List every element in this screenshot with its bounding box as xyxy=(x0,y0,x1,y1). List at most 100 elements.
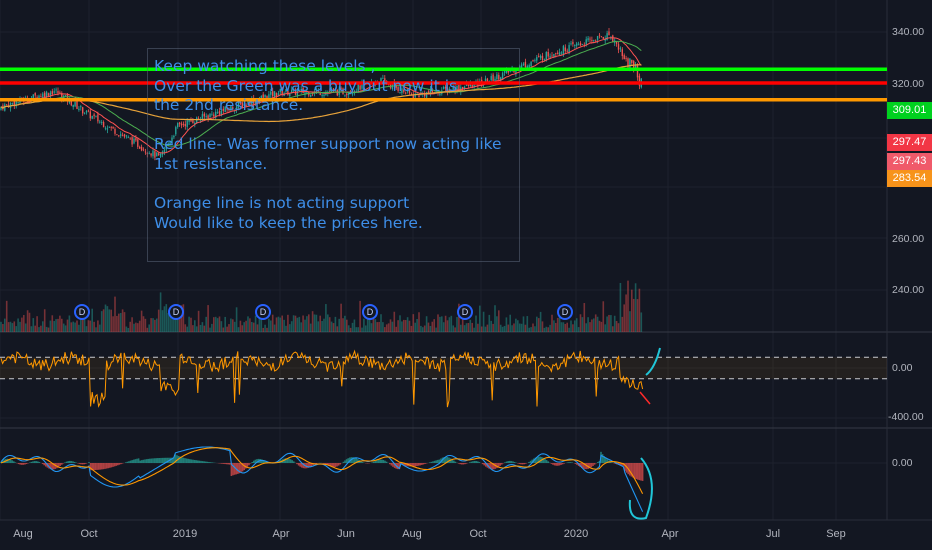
volume-bar xyxy=(391,321,394,332)
volume-bar xyxy=(598,320,601,332)
macd-histogram-bar xyxy=(339,463,341,465)
x-tick-label: Apr xyxy=(661,528,679,540)
candle xyxy=(281,88,283,95)
macd-histogram-bar xyxy=(462,463,465,465)
macd-histogram-bar xyxy=(385,461,388,463)
macd-histogram-bar xyxy=(126,461,129,463)
volume-bar xyxy=(555,322,557,332)
price-label: 297.47 xyxy=(887,134,932,151)
candle xyxy=(99,121,101,123)
candle xyxy=(500,77,502,81)
candle xyxy=(528,65,530,68)
volume-bar xyxy=(313,314,316,332)
macd-histogram-bar xyxy=(638,463,641,481)
volume-bar xyxy=(444,315,447,332)
macd-histogram-bar xyxy=(262,460,265,463)
candle xyxy=(203,113,205,117)
note-box[interactable]: Keep watching these levels , Over the Gr… xyxy=(147,48,520,262)
volume-bar xyxy=(237,327,240,332)
macd-histogram-bar xyxy=(120,463,122,465)
candle xyxy=(424,92,426,97)
volume-bar xyxy=(496,316,498,332)
volume-bar xyxy=(406,317,409,332)
candle xyxy=(332,88,335,91)
volume-bar xyxy=(289,324,291,332)
macd-histogram-bar xyxy=(221,463,223,464)
macd-histogram-bar xyxy=(22,463,25,465)
candle xyxy=(619,48,622,50)
candle xyxy=(154,151,156,158)
volume-bar xyxy=(302,315,304,332)
candle xyxy=(211,113,213,115)
candle xyxy=(222,108,224,111)
volume-bar xyxy=(43,309,46,332)
macd-histogram-bar xyxy=(601,454,604,463)
volume-bar xyxy=(547,327,549,332)
candle xyxy=(562,45,565,55)
candle xyxy=(536,57,538,61)
candle xyxy=(557,52,559,55)
macd-histogram-bar xyxy=(289,459,292,463)
volume-bar xyxy=(203,325,206,332)
macd-histogram-bar xyxy=(373,461,375,463)
macd-histogram-bar xyxy=(121,463,124,464)
macd-histogram-bar xyxy=(469,462,471,463)
volume-bar xyxy=(5,300,8,332)
volume-bar xyxy=(543,327,546,332)
volume-bar xyxy=(503,325,506,332)
macd-histogram-bar xyxy=(325,463,327,465)
candle xyxy=(57,91,59,94)
volume-bar xyxy=(452,325,454,332)
macd-histogram-bar xyxy=(470,461,473,463)
macd-histogram-bar xyxy=(32,461,34,463)
volume-bar xyxy=(121,309,124,332)
candle xyxy=(177,123,179,127)
macd-histogram-bar xyxy=(198,460,201,463)
macd-histogram-bar xyxy=(224,463,226,465)
macd-histogram-bar xyxy=(245,463,247,469)
macd-histogram-bar xyxy=(158,457,161,463)
candle xyxy=(34,93,36,96)
candle xyxy=(323,94,325,96)
volume-bar xyxy=(501,326,504,332)
oscillator-panel xyxy=(0,349,887,408)
y-tick-label: 260.00 xyxy=(892,233,925,245)
candle xyxy=(279,88,281,92)
volume-bar xyxy=(129,321,131,332)
macd-histogram-bar xyxy=(78,463,81,464)
volume-bar xyxy=(395,326,397,332)
candle xyxy=(165,145,167,150)
macd-histogram-bar xyxy=(305,463,308,469)
dividend-marker: D xyxy=(255,304,271,320)
macd-histogram-bar xyxy=(629,463,631,476)
volume-bar xyxy=(28,312,31,332)
macd-histogram-bar xyxy=(253,460,255,463)
volume-bar xyxy=(325,304,327,332)
candle xyxy=(471,84,473,89)
macd-histogram-bar xyxy=(453,460,455,463)
macd-histogram-bar xyxy=(161,457,164,463)
candle xyxy=(568,45,570,54)
volume-bar xyxy=(631,289,633,332)
candle xyxy=(342,88,344,95)
volume-bar xyxy=(327,314,329,332)
candle xyxy=(593,40,595,41)
volume-bar xyxy=(192,325,194,332)
macd-histogram-bar xyxy=(49,463,52,470)
volume-bar xyxy=(157,309,160,332)
candle xyxy=(361,82,363,89)
macd-histogram-bar xyxy=(445,456,447,463)
macd-histogram-bar xyxy=(574,463,577,464)
candle xyxy=(598,34,601,36)
dividend-marker: D xyxy=(168,304,184,320)
candle xyxy=(395,84,397,88)
candle xyxy=(579,43,582,46)
candle xyxy=(425,92,428,98)
volume-bar xyxy=(211,323,213,332)
candle xyxy=(329,91,331,93)
volume-bar xyxy=(9,321,12,332)
volume-bar xyxy=(317,321,320,332)
macd-histogram-bar xyxy=(13,461,15,463)
macd-histogram-bar xyxy=(521,463,524,465)
note-text: Keep watching these levels , Over the Gr… xyxy=(154,57,502,232)
